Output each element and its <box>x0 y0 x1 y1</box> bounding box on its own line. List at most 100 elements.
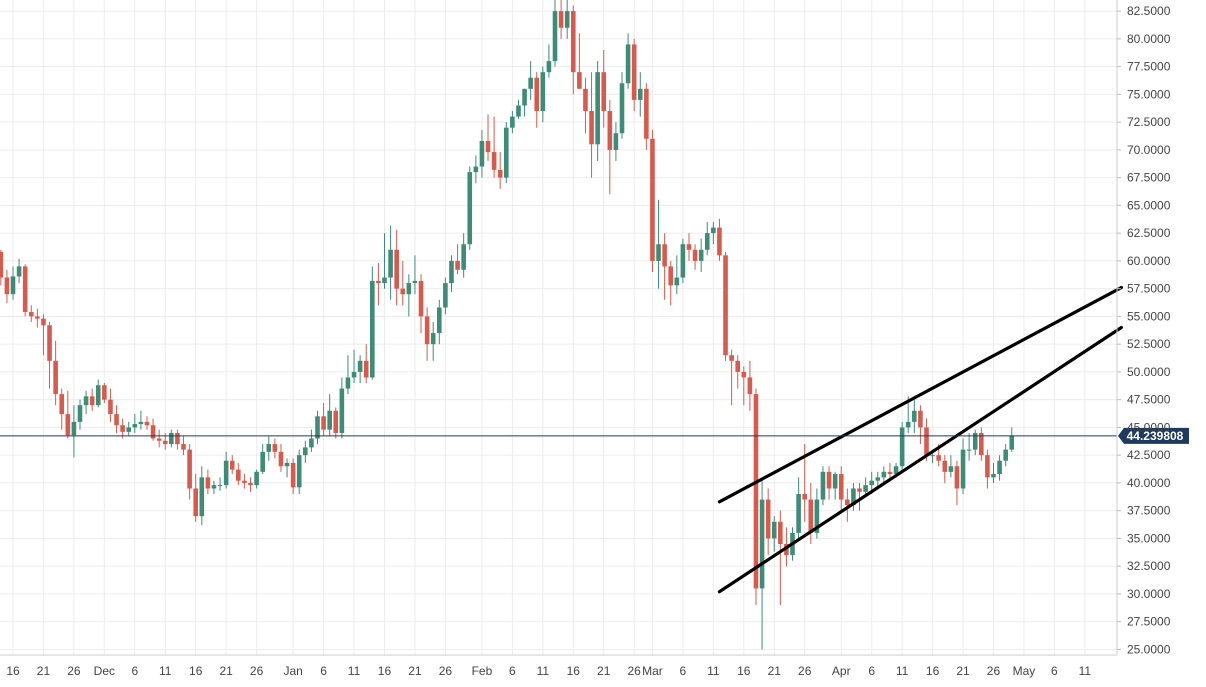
candle-down <box>558 0 564 39</box>
candle-up <box>284 458 290 478</box>
candle-body <box>979 432 984 456</box>
candle-body <box>461 244 466 270</box>
candle-body <box>205 477 211 489</box>
candle-down <box>570 5 576 95</box>
candle-down <box>747 360 753 411</box>
candle-down <box>918 405 923 445</box>
candle-body <box>619 83 625 134</box>
candle-body <box>771 521 777 539</box>
candle-down <box>205 469 211 495</box>
candle-down <box>729 349 734 406</box>
candle-down <box>491 116 497 178</box>
candle-body <box>802 494 807 500</box>
candle-body <box>114 414 119 426</box>
candle-up <box>345 355 351 395</box>
candle-up <box>510 111 515 134</box>
candle-up <box>260 444 265 475</box>
candle-up <box>254 469 259 489</box>
candle-body <box>156 438 162 441</box>
candle-up <box>296 449 302 495</box>
candle-body <box>723 255 728 356</box>
candle-body <box>948 466 954 472</box>
candle-body <box>59 394 65 415</box>
y-tick-label: 72.5000 <box>1127 115 1171 129</box>
candle-down <box>577 33 582 89</box>
candle-up <box>552 0 558 67</box>
candle-up <box>698 238 704 272</box>
candle-body <box>808 499 814 533</box>
candle-up <box>711 222 716 245</box>
candle-body <box>71 421 77 436</box>
candle-down <box>272 438 278 459</box>
candle-up <box>796 477 801 539</box>
candle-up <box>613 122 619 161</box>
candle-up <box>473 155 479 184</box>
price-tag-background <box>1118 427 1189 444</box>
candle-down <box>589 72 594 178</box>
candle-body <box>510 116 515 128</box>
x-tick-label: 21 <box>597 664 611 678</box>
candle-body <box>711 227 716 234</box>
x-tick-label: 6 <box>509 664 516 678</box>
x-tick-label: 21 <box>219 664 233 678</box>
candle-body <box>370 280 375 378</box>
candle-down <box>954 460 960 506</box>
candle-body <box>826 471 832 489</box>
candle-up <box>820 466 826 506</box>
candle-up <box>406 274 412 317</box>
candle-body <box>175 432 180 445</box>
candle-down <box>47 321 52 389</box>
candle-body <box>991 474 996 478</box>
candle-up <box>327 394 332 437</box>
candle-up <box>991 462 996 483</box>
candle-down <box>985 449 990 489</box>
x-tick-label: 6 <box>320 664 327 678</box>
x-tick-label: 21 <box>956 664 970 678</box>
candle-up <box>461 233 466 278</box>
candle-down <box>662 233 667 300</box>
candle-body <box>47 325 52 361</box>
candle-down <box>290 458 296 495</box>
candle-up <box>680 238 686 284</box>
candle-down <box>765 488 771 556</box>
candle-down <box>418 274 424 334</box>
candle-up <box>546 44 552 78</box>
candle-body <box>503 127 509 178</box>
trendlines <box>717 285 1123 594</box>
candle-body <box>905 421 911 428</box>
candle-down <box>376 263 381 306</box>
candle-body <box>863 485 868 492</box>
candle-up <box>899 421 905 472</box>
candle-body <box>577 72 582 89</box>
y-tick-label: 52.5000 <box>1127 337 1171 351</box>
candle-body <box>132 424 138 428</box>
candle-body <box>95 385 101 406</box>
candle-down <box>455 244 460 275</box>
candle-body <box>467 172 473 245</box>
candle-body <box>997 460 1002 475</box>
x-tick-label: 6 <box>1051 664 1058 678</box>
candle-up <box>564 0 570 39</box>
y-tick-label: 60.0000 <box>1127 254 1171 268</box>
y-tick-label: 42.5000 <box>1127 448 1171 462</box>
x-tick-label: Jan <box>283 664 302 678</box>
candle-body <box>242 480 247 483</box>
candle-body <box>528 77 533 89</box>
candle-body <box>778 521 783 544</box>
candle-up <box>966 432 972 461</box>
y-tick-label: 25.0000 <box>1127 642 1171 656</box>
candle-up <box>771 516 777 552</box>
candle-up <box>357 355 363 384</box>
candle-up <box>95 379 101 408</box>
candle-body <box>832 474 838 489</box>
candle-body <box>339 388 345 433</box>
candle-down <box>144 416 150 430</box>
candle-body <box>126 427 132 432</box>
x-tick-label: 6 <box>131 664 138 678</box>
candle-body <box>169 432 174 445</box>
candle-body <box>650 138 655 261</box>
candle-body <box>260 451 265 472</box>
candle-down <box>497 152 503 189</box>
candle-body <box>418 280 424 317</box>
